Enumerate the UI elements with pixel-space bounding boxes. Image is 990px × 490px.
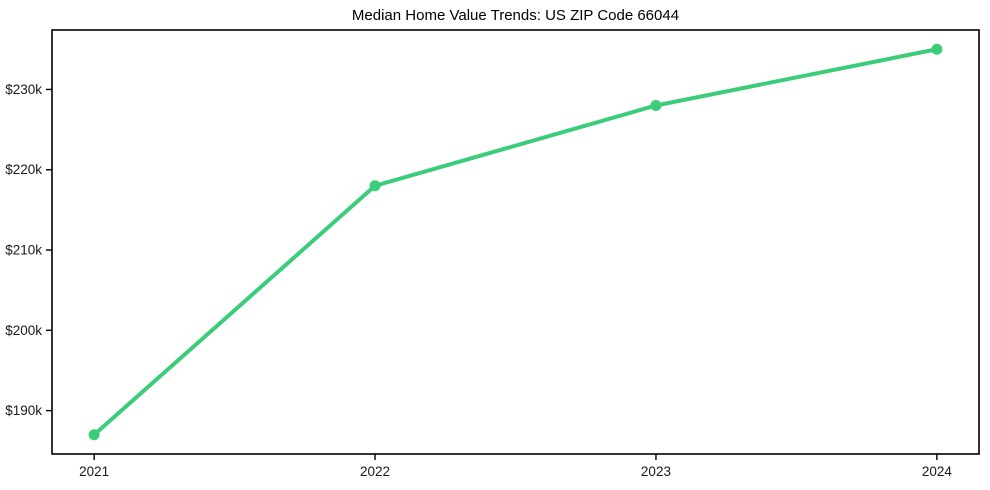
- y-axis-tick-label: $210k: [5, 243, 42, 258]
- data-point-marker: [650, 99, 662, 111]
- x-axis-tick-label: 2023: [641, 464, 671, 479]
- y-axis-tick-label: $190k: [5, 403, 42, 418]
- data-line: [92, 47, 939, 437]
- data-point-marker: [88, 429, 100, 441]
- x-axis-tick-label: 2024: [922, 464, 953, 479]
- data-point-marker: [931, 43, 943, 55]
- x-axis-tick-label: 2021: [79, 464, 109, 479]
- chart-title: Median Home Value Trends: US ZIP Code 66…: [352, 7, 679, 24]
- x-axis-tick-label: 2022: [360, 464, 390, 479]
- y-axis-tick-label: $220k: [5, 162, 42, 177]
- y-axis-tick-label: $200k: [5, 323, 42, 338]
- data-point-marker: [369, 180, 381, 192]
- plot-border: [51, 29, 980, 455]
- y-axis-tick-label: $230k: [5, 82, 42, 97]
